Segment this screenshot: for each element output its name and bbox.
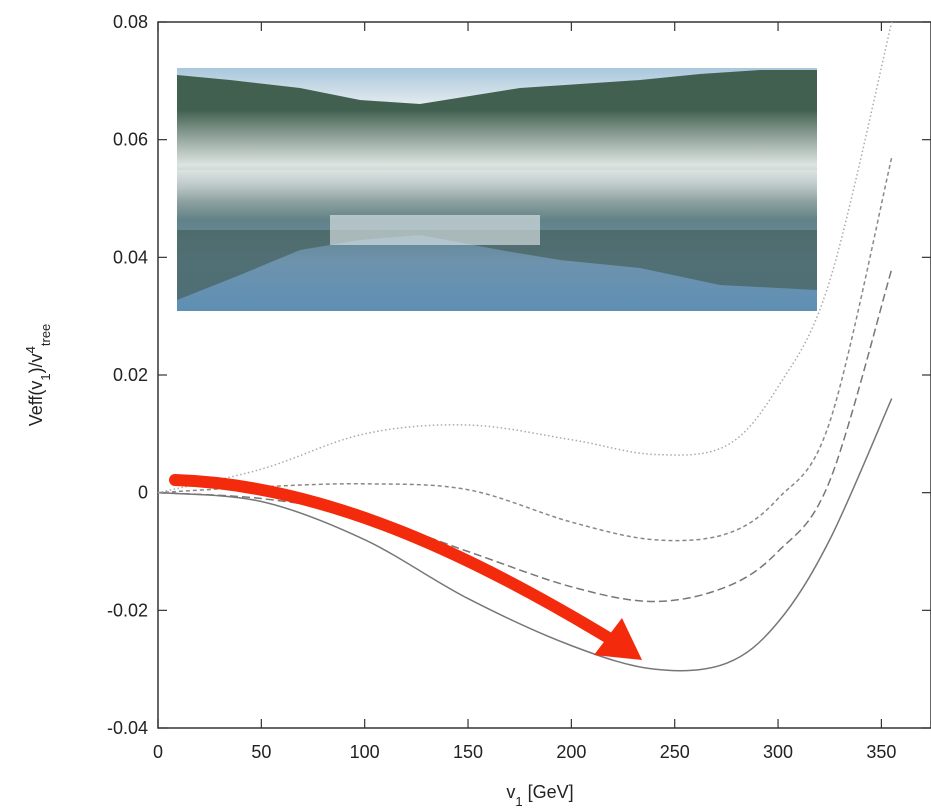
annotation-arrow (169, 474, 618, 646)
data-line (157, 268, 893, 603)
y-tick-label: -0.04 (107, 718, 148, 738)
data-line (157, 21, 893, 494)
label-part: v (506, 782, 515, 802)
x-axis-label: v1 [GeV] (506, 782, 573, 809)
data-line (157, 157, 893, 542)
x-tick-label: 300 (763, 742, 793, 762)
y-tick-label: 0.08 (113, 12, 148, 32)
label-part: Veff(v (26, 381, 46, 427)
label-part: 1 (38, 373, 53, 380)
y-tick-label: 0.02 (113, 365, 148, 385)
x-tick-label: 0 (153, 742, 163, 762)
x-tick-label: 150 (453, 742, 483, 762)
x-tick-label: 250 (660, 742, 690, 762)
label-part: )/v (26, 353, 46, 373)
inset-photo (177, 68, 817, 311)
x-tick-label: 50 (251, 742, 271, 762)
data-line (157, 398, 893, 672)
x-tick-label: 200 (556, 742, 586, 762)
label-part: [GeV] (523, 782, 574, 802)
y-tick-label: -0.02 (107, 600, 148, 620)
label-part: tree (38, 324, 53, 346)
y-tick-label: 0 (138, 483, 148, 503)
x-tick-label: 100 (350, 742, 380, 762)
x-tick-label: 350 (866, 742, 896, 762)
label-part: 4 (23, 346, 38, 353)
y-tick-label: 0.06 (113, 130, 148, 150)
y-axis-label: Veff(v1)/v4tree (23, 324, 53, 427)
label-part: 1 (515, 794, 522, 809)
annotation-arrowhead (594, 618, 642, 660)
y-tick-label: 0.04 (113, 247, 148, 267)
